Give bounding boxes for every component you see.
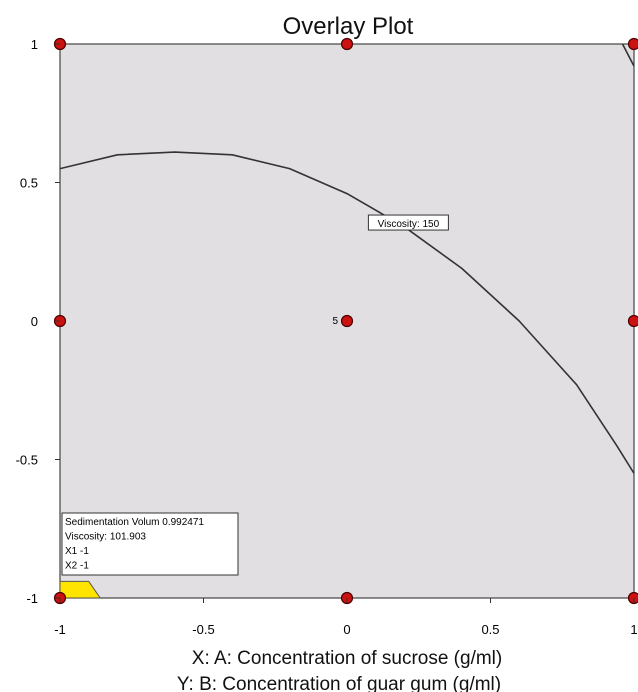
y-tick-label: -1: [26, 591, 38, 606]
contour-label: Viscosity: 150: [367, 214, 449, 231]
x-tick-label: 0: [343, 622, 350, 637]
contour-label-box: [367, 214, 449, 231]
design-point: [627, 37, 638, 51]
x-tick-label: -0.5: [192, 622, 214, 637]
contour-line-0: [60, 151, 634, 474]
design-point: [627, 591, 638, 605]
flag-line: X1 -1: [65, 546, 89, 557]
contour-label-text: Viscosity: 150: [378, 219, 440, 230]
x-tick-label: -1: [54, 622, 66, 637]
design-point: [340, 37, 354, 51]
y-tick-label: 1: [31, 37, 38, 52]
flag-line: Viscosity: 101.903: [65, 532, 146, 543]
y-tick-label: -0.5: [16, 453, 38, 468]
flag-line: Sedimentation Volum 0.992471: [65, 517, 204, 528]
x-axis-title: X: A: Concentration of sucrose (g/ml): [192, 648, 502, 669]
x-tick-label: 1: [630, 622, 637, 637]
flag-box: [61, 512, 239, 576]
chart-title: Overlay Plot: [283, 13, 414, 40]
y-tick-label: 0.5: [20, 176, 38, 191]
design-point: [627, 314, 638, 328]
x-tick-label: 0.5: [481, 622, 499, 637]
flag-line: X2 -1: [65, 561, 89, 572]
feasible-region: [59, 580, 102, 599]
design-point-count: 5: [332, 316, 338, 327]
contour-line-1: [621, 44, 634, 67]
design-point: [340, 314, 354, 328]
y-axis-title: Y: B: Concentration of guar gum (g/ml): [177, 674, 501, 692]
y-tick-label: 0: [31, 314, 38, 329]
